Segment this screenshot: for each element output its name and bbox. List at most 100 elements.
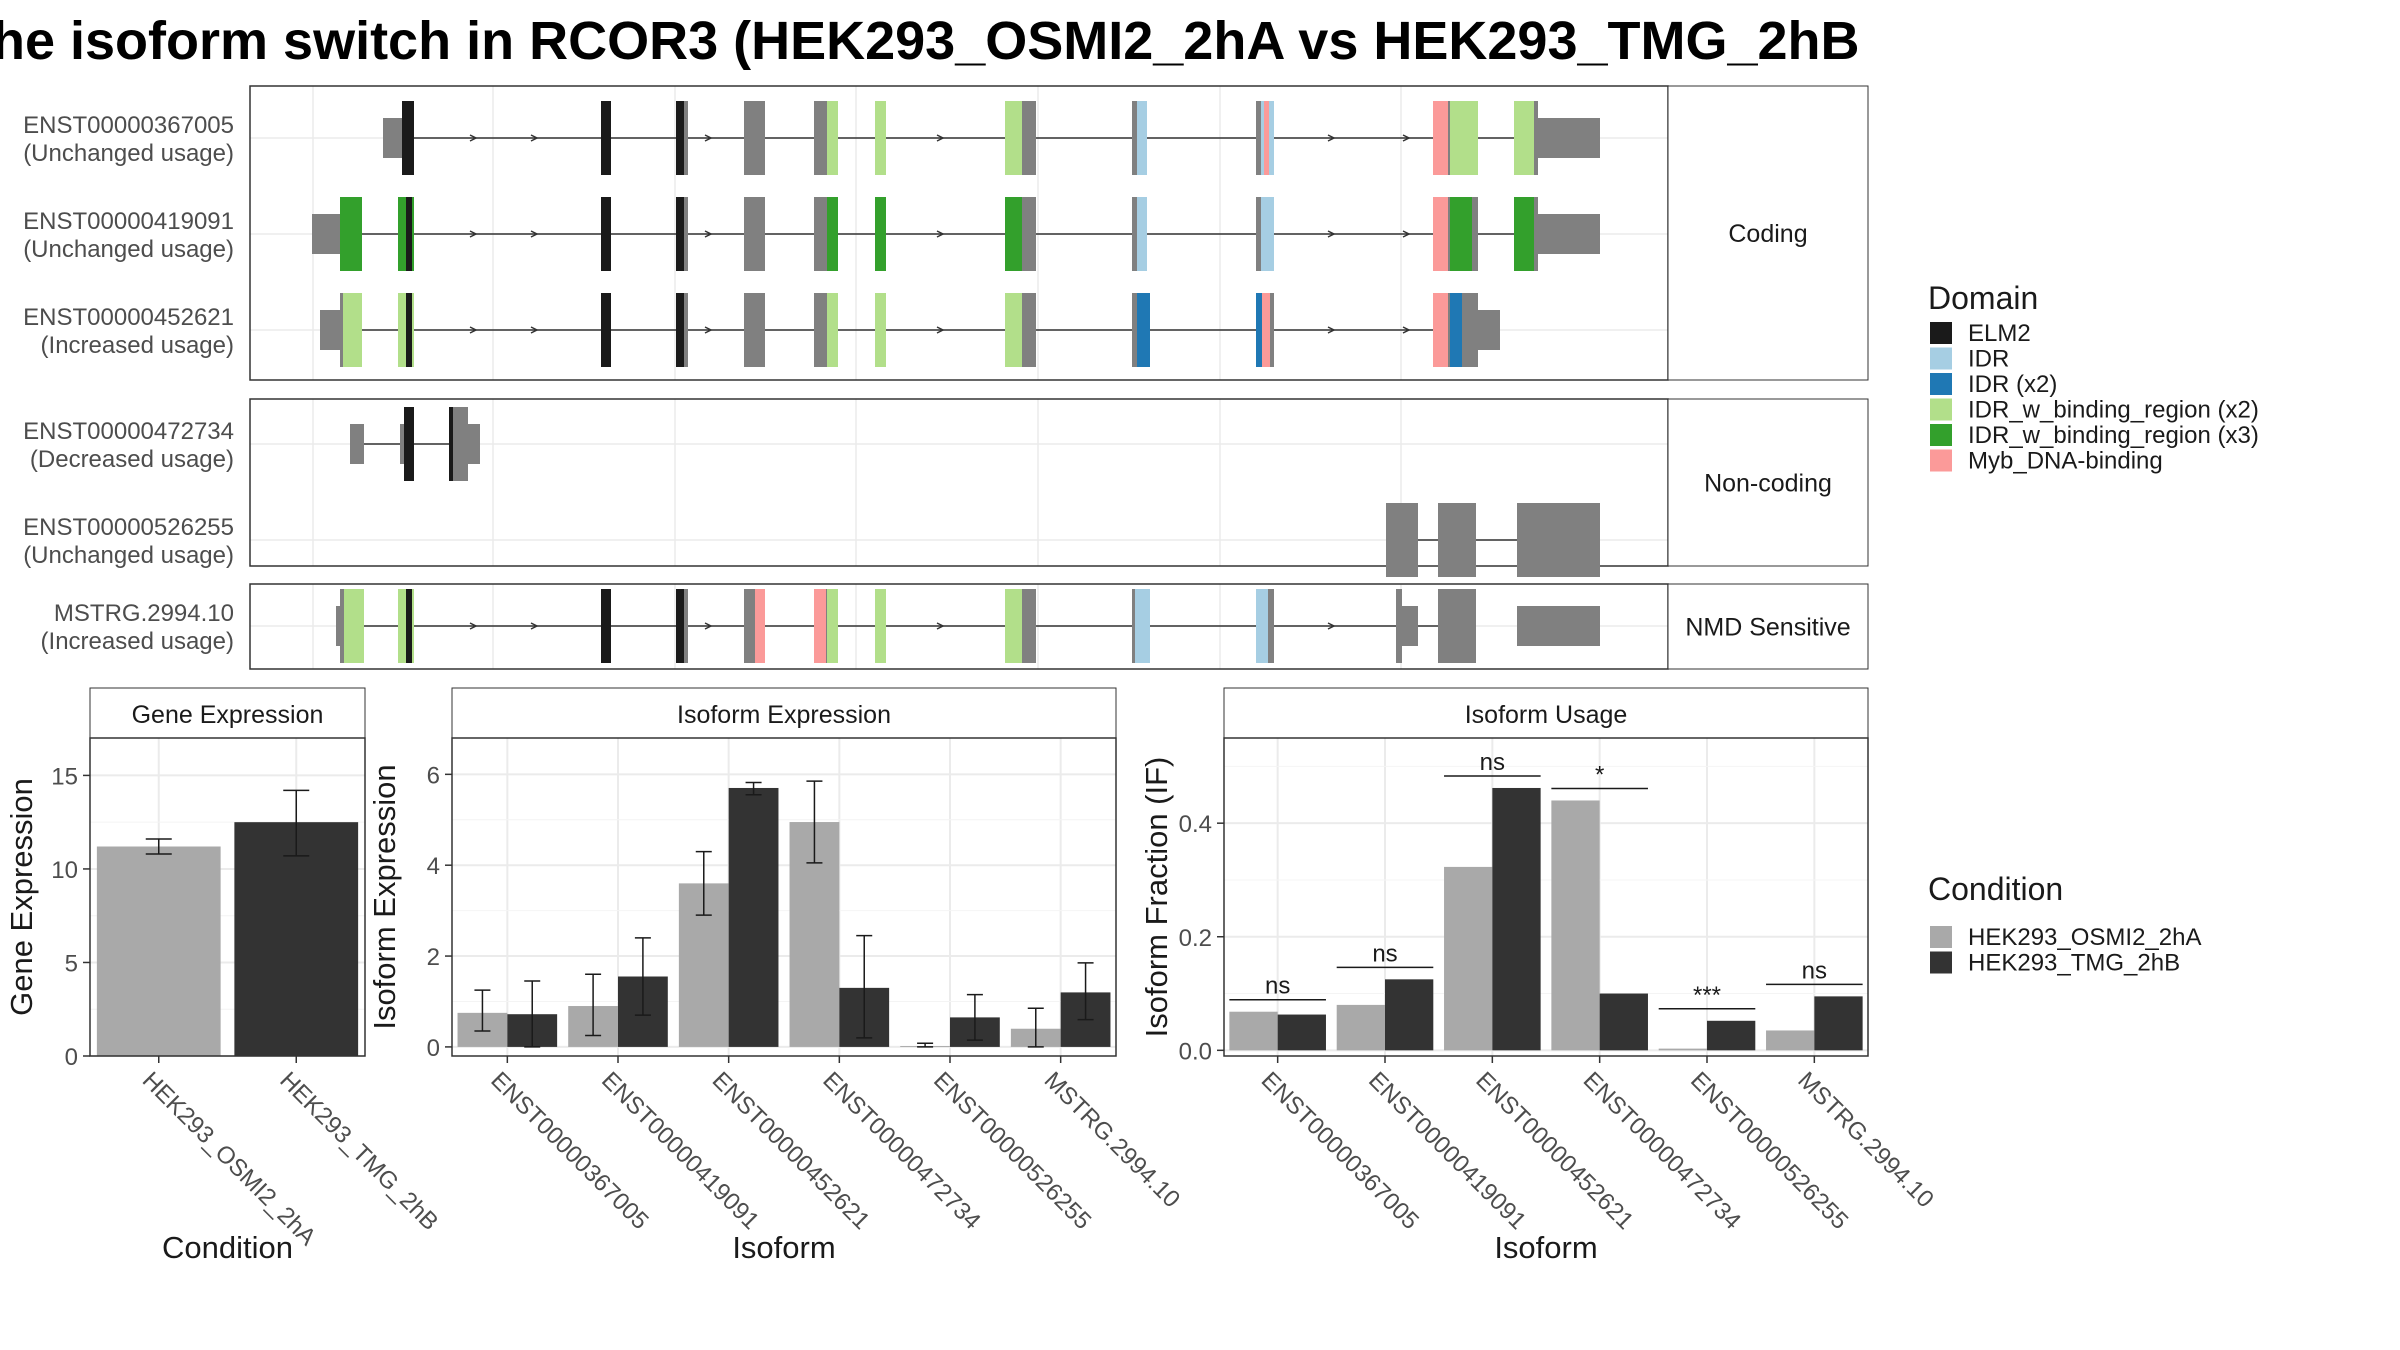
exon-block xyxy=(312,214,341,254)
intron-arrow xyxy=(1402,326,1411,334)
figure-title: he isoform switch in RCOR3 (HEK293_OSMI2… xyxy=(0,6,1865,76)
condition-legend-label: HEK293_OSMI2_2hA xyxy=(1968,924,2201,951)
bar xyxy=(1658,1048,1707,1051)
intron-arrow xyxy=(1327,622,1336,630)
y-tick-label: 15 xyxy=(51,763,78,790)
y-axis-title: Gene Expression xyxy=(4,778,39,1016)
exon-block xyxy=(1396,589,1402,663)
significance-label: *** xyxy=(1693,982,1721,1009)
transcript-id-label: MSTRG.2994.10 xyxy=(54,600,234,627)
y-tick-label: 2 xyxy=(427,944,440,971)
exon-block xyxy=(1538,118,1600,158)
exon-block xyxy=(827,589,838,663)
bar xyxy=(96,846,221,1056)
facet-strip xyxy=(1667,85,1869,381)
exon-block xyxy=(676,101,684,175)
exon-block xyxy=(601,293,611,367)
exon-block xyxy=(1264,101,1269,175)
y-tick-label: 6 xyxy=(427,762,440,789)
exon-block xyxy=(875,197,886,271)
y-tick-label: 0 xyxy=(65,1044,78,1071)
transcript-usage-label: (Unchanged usage) xyxy=(23,542,234,569)
exon-block xyxy=(350,424,364,464)
bar xyxy=(234,822,359,1056)
intron-arrow xyxy=(1327,134,1336,142)
domain-legend-title: Domain xyxy=(1928,280,2038,316)
exon-block xyxy=(402,101,414,175)
y-tick-label: 10 xyxy=(51,857,78,884)
intron-arrow xyxy=(936,326,945,334)
chart-title: Isoform Usage xyxy=(1465,701,1628,729)
y-tick-label: 0.2 xyxy=(1179,925,1212,952)
intron-arrow xyxy=(469,622,478,630)
bar xyxy=(1707,1020,1756,1051)
domain-legend-swatch xyxy=(1930,398,1952,421)
chart-panel-bg xyxy=(1224,738,1868,1056)
exon-block xyxy=(601,589,611,663)
exon-block xyxy=(875,589,886,663)
exon-block xyxy=(343,293,362,367)
exon-block xyxy=(676,589,684,663)
exon-block xyxy=(1256,589,1268,663)
domain-legend-swatch xyxy=(1930,424,1952,446)
exon-block xyxy=(1137,293,1150,367)
y-tick-label: 5 xyxy=(65,950,78,977)
significance-label: ns xyxy=(1372,940,1397,967)
transcript-id-label: ENST00000472734 xyxy=(23,418,234,445)
transcript-usage-label: (Decreased usage) xyxy=(30,446,234,473)
condition-legend-swatch xyxy=(1930,951,1952,974)
chart-title: Gene Expression xyxy=(132,701,324,729)
y-tick-label: 0.4 xyxy=(1179,811,1212,838)
transcript-usage-label: (Increased usage) xyxy=(41,332,234,359)
exon-block xyxy=(744,197,765,271)
transcript-usage-label: (Unchanged usage) xyxy=(23,236,234,263)
intron-arrow xyxy=(530,326,539,334)
y-tick-label: 4 xyxy=(427,853,440,880)
intron-arrow xyxy=(469,230,478,238)
significance-label: ns xyxy=(1802,957,1827,984)
exon-block xyxy=(1514,101,1534,175)
domain-legend-label: ELM2 xyxy=(1968,320,2031,347)
exon-block xyxy=(601,101,611,175)
y-axis-title: Isoform Fraction (IF) xyxy=(1139,757,1174,1038)
exon-block xyxy=(1402,606,1418,646)
exon-block xyxy=(744,293,765,367)
exon-block xyxy=(676,293,684,367)
exon-block xyxy=(404,407,414,481)
intron-arrow xyxy=(704,230,713,238)
exon-block xyxy=(406,589,412,663)
facet-strip-label: NMD Sensitive xyxy=(1685,614,1850,642)
domain-legend-label: IDR xyxy=(1968,346,2009,373)
intron-arrow xyxy=(469,326,478,334)
domain-legend-label: Myb_DNA-binding xyxy=(1968,448,2163,475)
intron-arrow xyxy=(704,326,713,334)
exon-block xyxy=(827,293,838,367)
chart-panel-border xyxy=(1223,737,1869,1057)
intron-arrow xyxy=(530,230,539,238)
exon-block xyxy=(1433,101,1448,175)
exon-block xyxy=(1450,101,1478,175)
exon-block xyxy=(406,197,412,271)
exon-block xyxy=(1005,101,1022,175)
structure-panel-bg xyxy=(250,399,1668,566)
x-axis-title: Isoform xyxy=(732,1230,835,1265)
exon-block xyxy=(1438,589,1476,663)
transcript-id-label: ENST00000526255 xyxy=(23,514,234,541)
y-tick-label: 0 xyxy=(427,1035,440,1062)
exon-block xyxy=(449,407,468,481)
exon-block xyxy=(383,118,404,158)
facet-strip xyxy=(1667,583,1869,670)
bar xyxy=(1444,866,1493,1051)
intron-arrow xyxy=(1327,230,1336,238)
transcript-id-label: ENST00000452621 xyxy=(23,304,234,331)
chart-panel-border xyxy=(89,737,366,1057)
exon-block xyxy=(1256,293,1262,367)
condition-legend-label: HEK293_TMG_2hB xyxy=(1968,950,2180,977)
exon-block xyxy=(875,101,886,175)
exon-block xyxy=(449,407,453,481)
exon-block xyxy=(1450,197,1472,271)
significance-label: * xyxy=(1595,761,1604,788)
x-axis-title: Condition xyxy=(162,1230,293,1265)
exon-block xyxy=(1137,197,1147,271)
